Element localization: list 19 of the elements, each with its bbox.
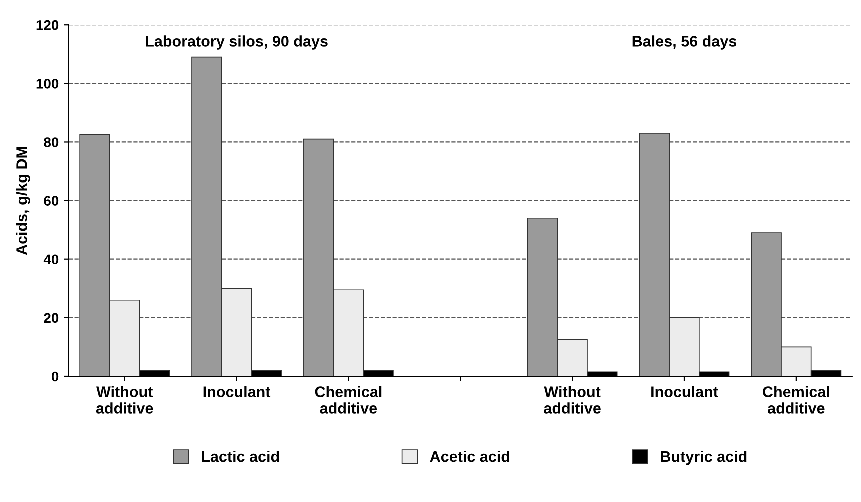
legend-label: Acetic acid: [430, 450, 510, 462]
x-tick-label: Without additive: [544, 386, 601, 414]
x-tick-label: Inoculant: [204, 386, 271, 398]
x-tick-label: Chemical additive: [763, 386, 830, 414]
x-tick-label: Inoculant: [652, 386, 718, 398]
y-axis-title: Acids, g/kg DM: [16, 147, 30, 256]
y-tick-label: 100: [36, 79, 59, 89]
y-tick-label: 20: [44, 313, 59, 324]
x-tick-label: Chemical additive: [315, 386, 382, 414]
y-tick-label: 120: [36, 20, 59, 30]
annotation: Laboratory silos, 90 days: [146, 36, 328, 50]
x-tick-label: Without additive: [96, 386, 154, 414]
y-tick-label: 80: [44, 138, 59, 148]
legend-label: Lactic acid: [202, 450, 280, 462]
y-tick-label: 40: [44, 254, 59, 265]
y-tick-label: 60: [44, 196, 59, 206]
y-tick-label: 0: [52, 372, 59, 382]
legend-label: Butyric acid: [661, 450, 747, 466]
annotation: Bales, 56 days: [632, 36, 737, 50]
